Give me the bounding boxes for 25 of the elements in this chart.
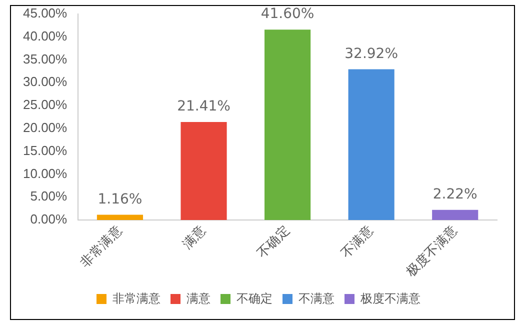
- y-tick-label: 40.00%: [22, 28, 68, 44]
- legend-label: 满意: [186, 291, 210, 306]
- data-label: 2.22%: [432, 186, 478, 202]
- x-tick-label: 非常满意: [77, 222, 125, 270]
- legend-label: 不满意: [298, 291, 334, 306]
- x-tick-label: 极度不满意: [402, 222, 460, 280]
- data-label: 32.92%: [344, 46, 398, 62]
- y-tick-label: 0.00%: [30, 212, 68, 227]
- x-tick-label: 不确定: [254, 222, 292, 261]
- y-tick-label: 10.00%: [22, 166, 68, 181]
- data-label: 1.16%: [98, 191, 142, 208]
- data-label: 21.41%: [177, 98, 230, 115]
- x-tick-label: 不满意: [338, 222, 376, 261]
- legend-label: 极度不满意: [360, 291, 420, 306]
- y-tick-label: 25.00%: [22, 97, 68, 112]
- y-tick-label: 30.00%: [22, 74, 68, 90]
- y-tick-label: 15.00%: [22, 142, 68, 158]
- y-tick-label: 35.00%: [22, 51, 68, 66]
- data-label: 41.60%: [260, 6, 314, 22]
- x-tick-label: 满意: [179, 222, 208, 252]
- legend-label: 非常满意: [112, 291, 160, 306]
- y-tick-label: 45.00%: [22, 6, 68, 21]
- legend-label: 不确定: [236, 291, 272, 306]
- y-tick-label: 5.00%: [30, 188, 68, 204]
- y-tick-label: 20.00%: [22, 120, 68, 136]
